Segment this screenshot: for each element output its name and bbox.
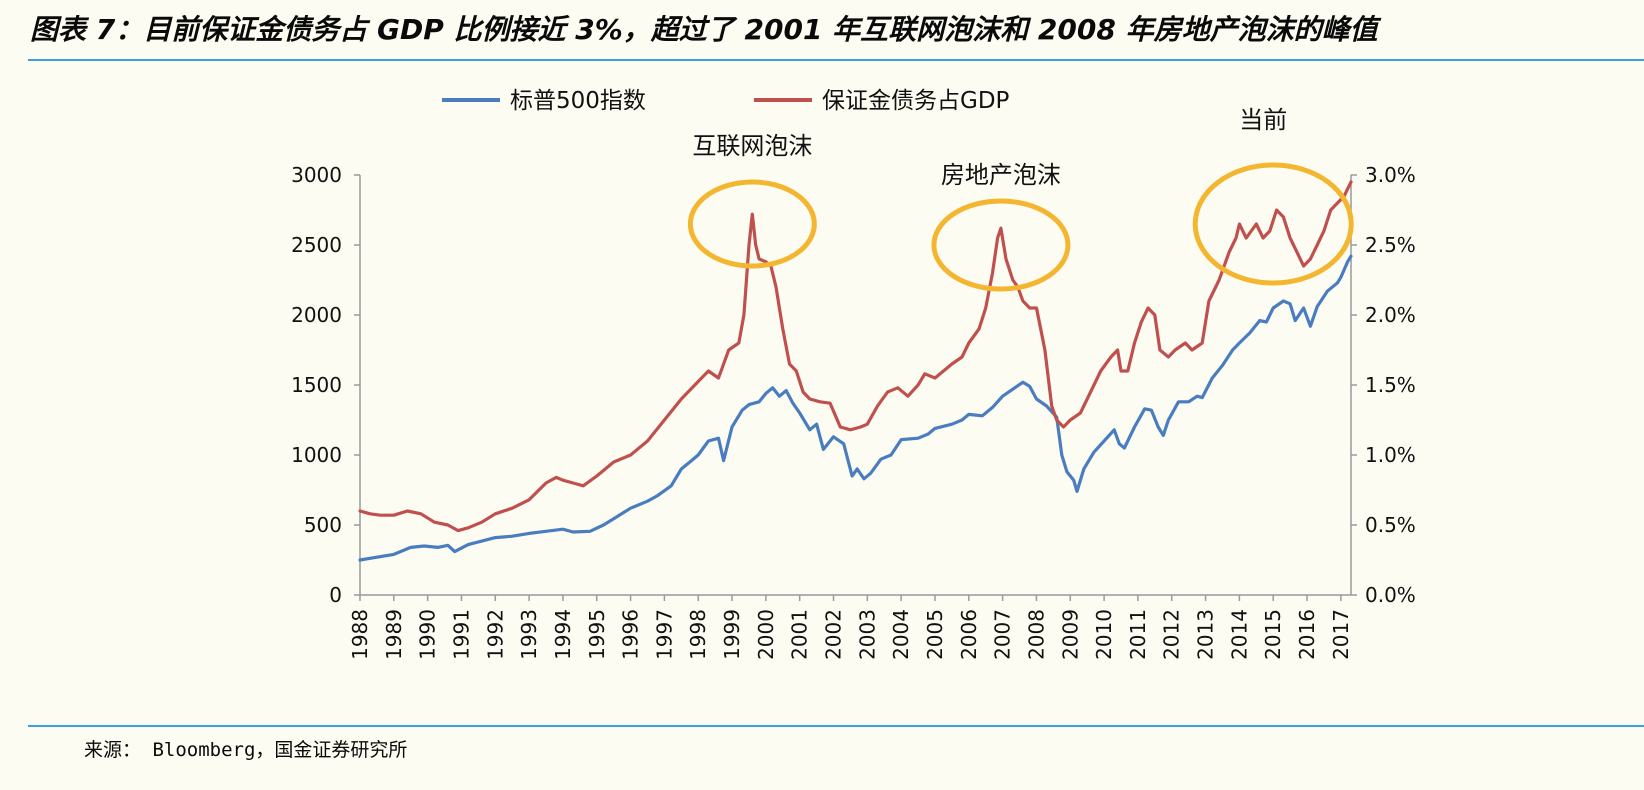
x-tick-label: 2014 [1227, 609, 1251, 660]
x-tick-label: 2010 [1092, 609, 1116, 660]
right-tick-label: 3.0% [1365, 163, 1416, 187]
x-tick-label: 2011 [1126, 609, 1150, 660]
annotation-label: 当前 [1239, 106, 1287, 134]
x-tick-label: 2003 [855, 609, 879, 660]
annotation-ring [687, 179, 817, 269]
x-tick-label: 2005 [923, 609, 947, 660]
annotation-ring [931, 198, 1071, 292]
legend-label-sp500: 标普500指数 [510, 88, 646, 114]
source-note: 来源： Bloomberg，国金证券研究所 [84, 739, 408, 761]
x-tick-label: 1989 [382, 609, 406, 660]
right-tick-label: 0.5% [1365, 513, 1416, 537]
legend-label-margin: 保证金债务占GDP [822, 88, 1010, 114]
annotation-label: 互联网泡沫 [692, 132, 812, 160]
left-tick-label: 2500 [291, 233, 342, 257]
x-tick-label: 2009 [1058, 609, 1082, 660]
x-tick-label: 1991 [449, 609, 473, 660]
x-tick-label: 1994 [551, 609, 575, 660]
x-tick-label: 2016 [1295, 609, 1319, 660]
title-rule [28, 59, 1644, 61]
x-tick-label: 1998 [686, 609, 710, 660]
right-tick-label: 2.0% [1365, 303, 1416, 327]
x-tick-label: 1993 [517, 609, 541, 660]
x-tick-label: 1992 [483, 609, 507, 660]
x-tick-label: 1997 [652, 609, 676, 660]
x-tick-label: 2001 [788, 609, 812, 660]
axes: 0 500 1000 1500 2000 2500 3000 0.0% 0.5% 1.0% 1.5%… [291, 163, 1416, 660]
x-tick-label: 2008 [1024, 609, 1048, 660]
right-tick-label: 1.0% [1365, 443, 1416, 467]
x-tick-label: 1988 [348, 609, 372, 660]
x-tick-label: 2007 [991, 609, 1015, 660]
legend: 标普500指数 保证金债务占GDP [442, 88, 1010, 114]
chart: 标普500指数 保证金债务占GDP 0 500 1000 1500 2000 2500 30… [291, 88, 1416, 660]
series-line-margin-debt [358, 180, 1353, 533]
left-tick-label: 500 [304, 513, 342, 537]
x-tick-label: 1999 [720, 609, 744, 660]
x-tick-label: 2013 [1194, 609, 1218, 660]
x-tick-label: 1995 [585, 609, 609, 660]
x-tick-label: 1996 [619, 609, 643, 660]
left-tick-label: 1000 [291, 443, 342, 467]
left-tick-label: 2000 [291, 303, 342, 327]
x-tick-label: 2002 [822, 609, 846, 660]
annotation-label: 房地产泡沫 [941, 161, 1061, 189]
x-tick-label: 2004 [889, 609, 913, 660]
right-tick-label: 0.0% [1365, 583, 1416, 607]
x-tick-label: 2000 [754, 609, 778, 660]
left-tick-label: 1500 [291, 373, 342, 397]
x-tick-label: 1990 [416, 609, 440, 660]
right-tick-label: 1.5% [1365, 373, 1416, 397]
right-tick-label: 2.5% [1365, 233, 1416, 257]
figure-title: 图表 7：目前保证金债务占 GDP 比例接近 3%，超过了 2001 年互联网泡… [30, 13, 1378, 46]
left-tick-label: 3000 [291, 163, 342, 187]
left-tick-label: 0 [329, 583, 342, 607]
x-tick-label: 2015 [1261, 609, 1285, 660]
x-tick-label: 2012 [1160, 609, 1184, 660]
x-tick-label: 2006 [957, 609, 981, 660]
series-line-sp500 [358, 254, 1353, 562]
annotation-ring [1192, 162, 1354, 286]
x-tick-label: 2017 [1329, 609, 1353, 660]
source-rule [28, 725, 1644, 727]
series-layer [358, 180, 1353, 562]
